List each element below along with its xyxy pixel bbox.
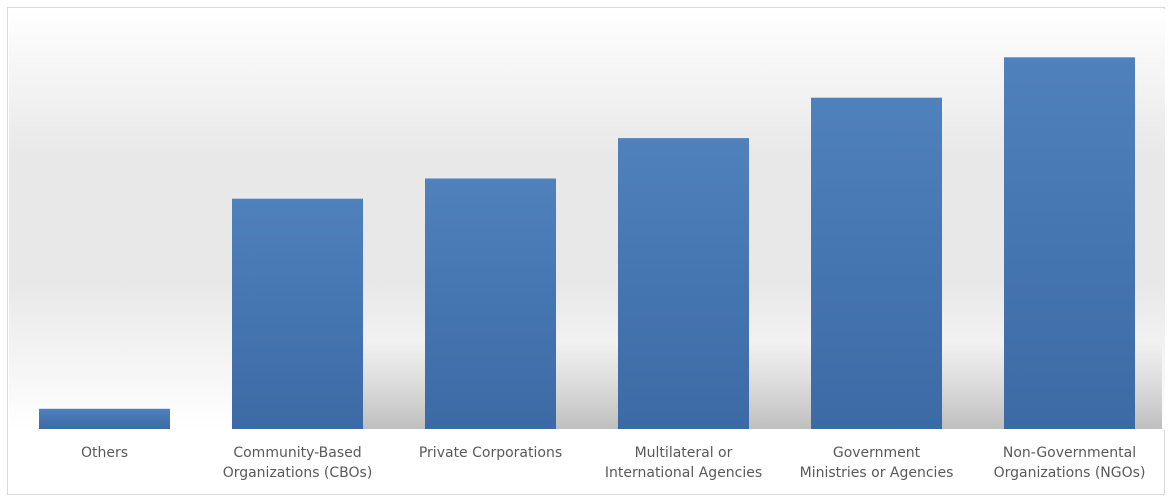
- category-label-0: Others: [81, 445, 128, 461]
- category-label-1-line-1: Organizations (CBOs): [223, 465, 373, 481]
- bars-group: [39, 57, 1135, 430]
- bar-4: [811, 97, 942, 429]
- category-label-5: Non-Governmental Organizations (NGOs): [994, 445, 1146, 481]
- category-labels: Others Community-Based Organizations (CBOs…: [81, 445, 1145, 481]
- category-label-3-line-0: Multilateral or: [635, 445, 733, 461]
- category-label-4-line-1: Ministries or Agencies: [800, 465, 954, 481]
- bar-5: [1004, 57, 1135, 430]
- chart-frame: Others Community-Based Organizations (CBOs…: [7, 7, 1165, 495]
- bar-chart: Others Community-Based Organizations (CBOs…: [9, 9, 1165, 481]
- bar-2: [425, 178, 556, 429]
- bar-0: [39, 408, 170, 429]
- category-label-3-line-1: International Agencies: [605, 465, 762, 481]
- category-label-0-line-0: Others: [81, 445, 128, 461]
- category-label-3: Multilateral or International Agencies: [605, 445, 762, 481]
- bar-3: [618, 138, 749, 429]
- category-label-4: Government Ministries or Agencies: [800, 445, 954, 481]
- category-label-4-line-0: Government: [833, 445, 921, 461]
- category-label-1: Community-Based Organizations (CBOs): [223, 445, 373, 481]
- category-label-2: Private Corporations: [419, 445, 562, 461]
- category-label-2-line-0: Private Corporations: [419, 445, 562, 461]
- category-label-5-line-1: Organizations (NGOs): [994, 465, 1146, 481]
- category-label-5-line-0: Non-Governmental: [1003, 445, 1136, 461]
- category-label-1-line-0: Community-Based: [233, 445, 361, 461]
- bar-1: [232, 198, 363, 429]
